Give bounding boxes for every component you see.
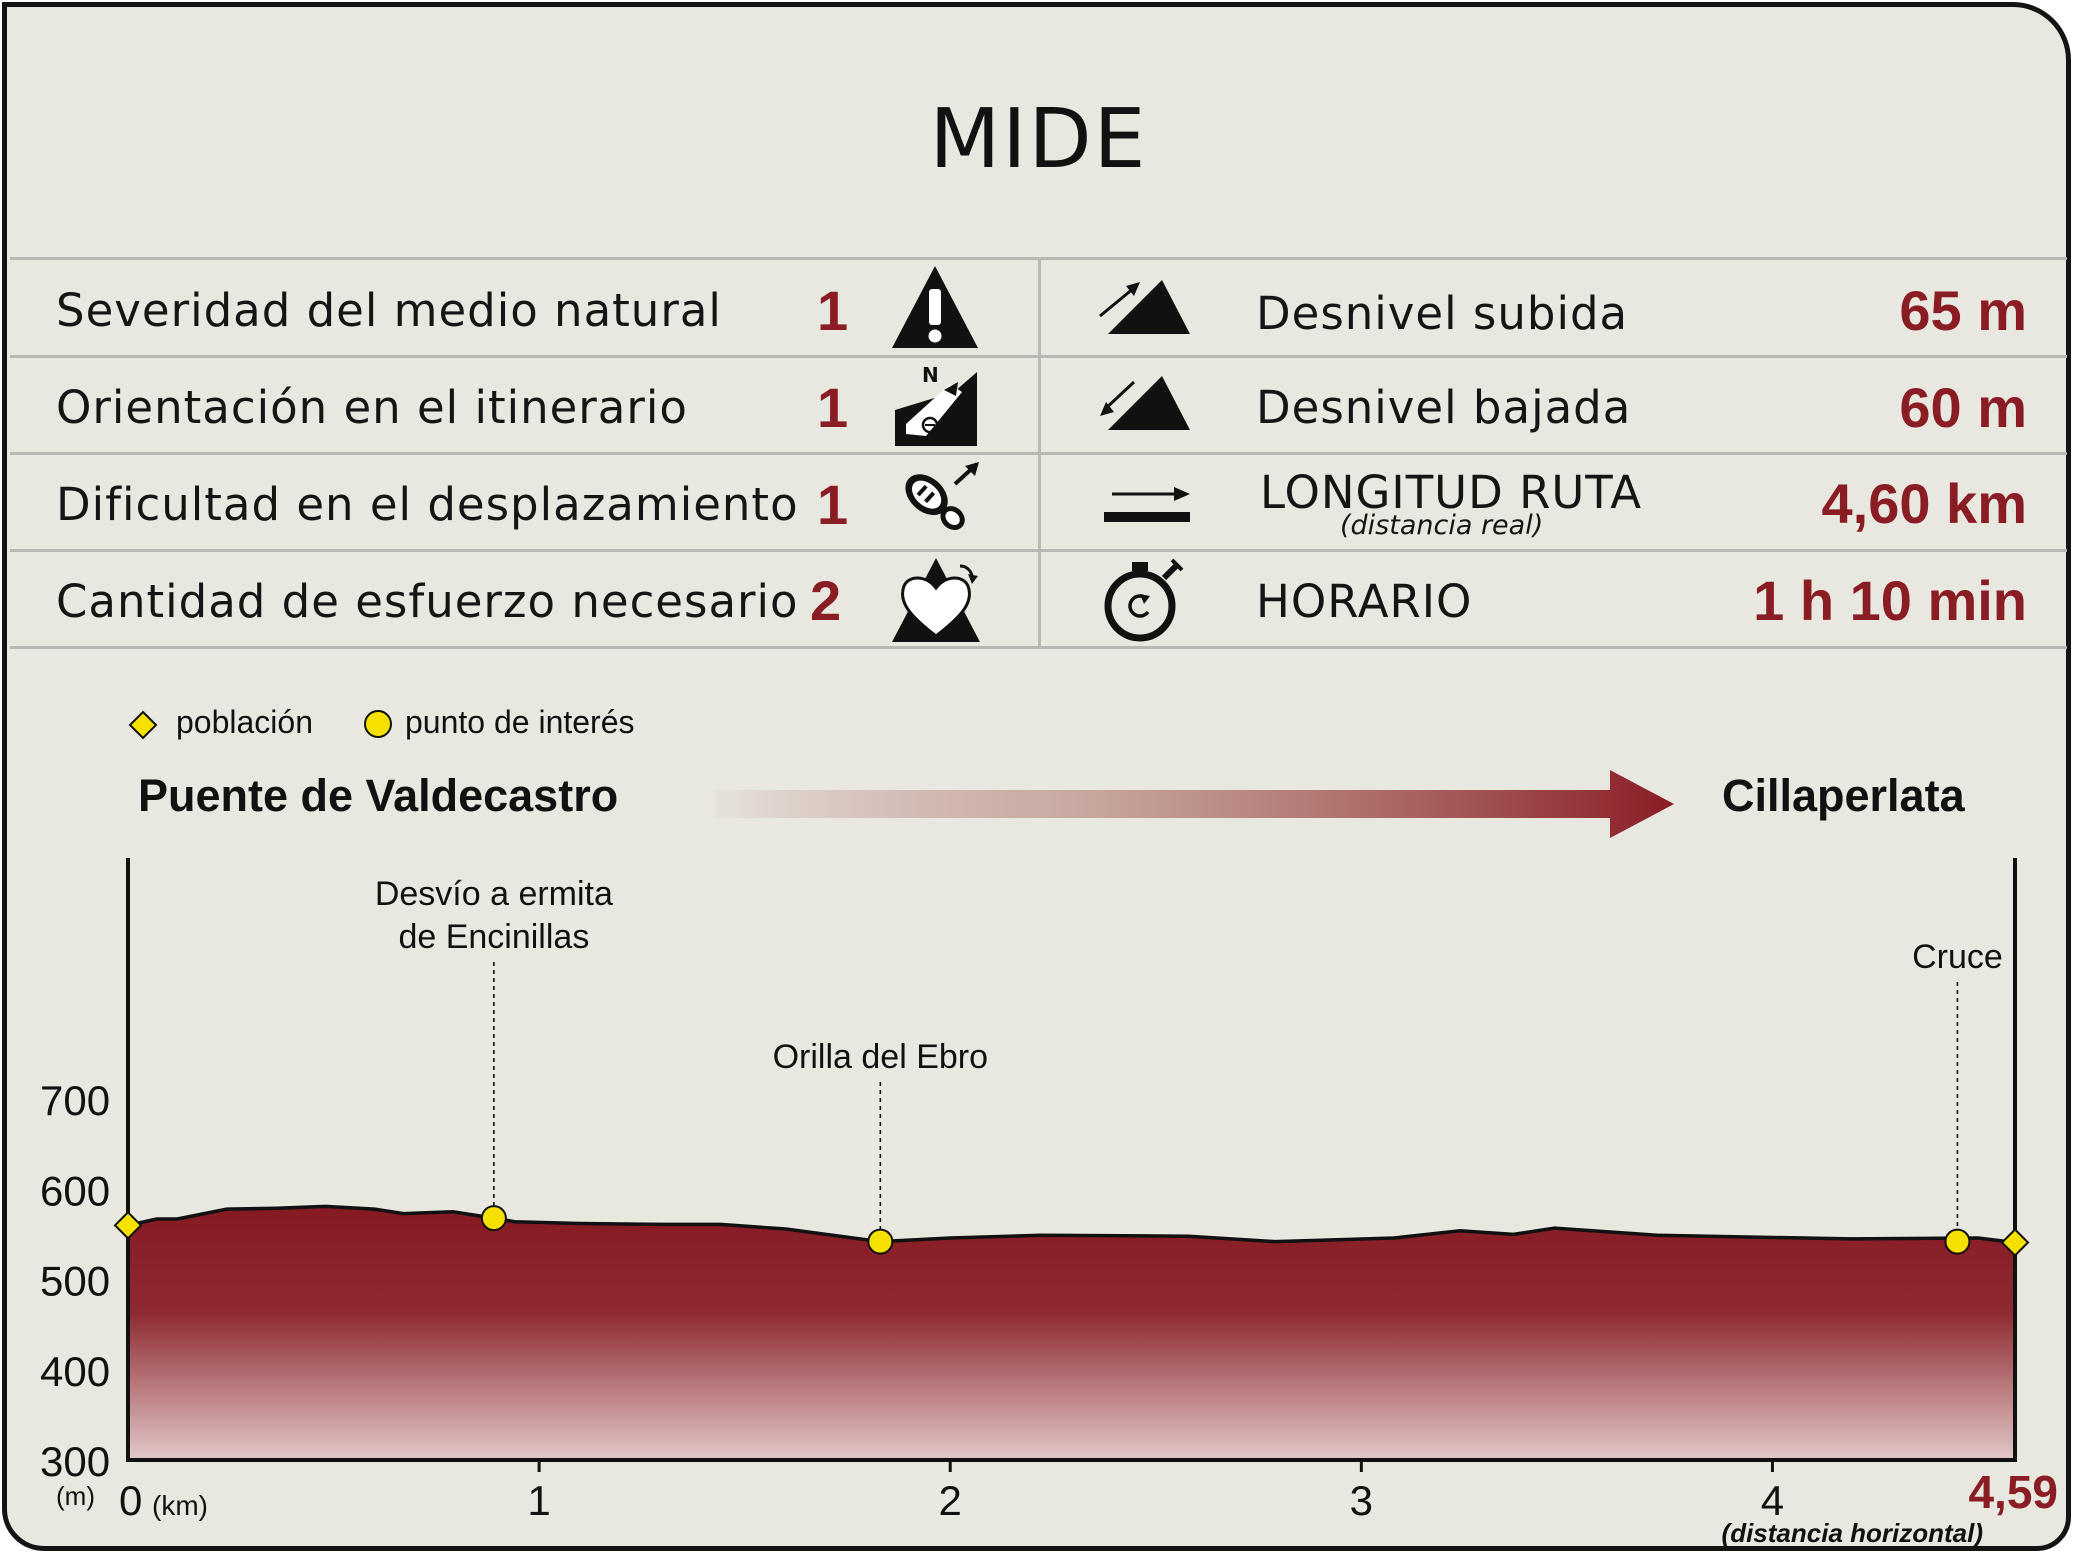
x-end-note: (distancia horizontal) — [1722, 1518, 1983, 1548]
x-tick-label: 4 — [1761, 1477, 1784, 1524]
table-column-divider — [1038, 258, 1041, 648]
route-start: Puente de Valdecastro — [138, 770, 619, 821]
mide-label-orientacion: Orientación en el itinerario — [56, 381, 688, 434]
x-tick-label: 3 — [1350, 1477, 1373, 1524]
elevation-line — [127, 1204, 2016, 1245]
poi-marker — [1944, 1228, 1971, 1255]
stat-label-bajada: Desnivel bajada — [1256, 381, 1632, 434]
x-tick-label: 1 — [527, 1477, 550, 1524]
poi-label: de Encinillas — [398, 918, 589, 956]
mide-value-severidad: 1 — [817, 279, 849, 342]
orientation-sign-icon: N — [895, 363, 977, 446]
stat-sublabel-longitud: (distancia real) — [1340, 510, 1544, 541]
stat-value-bajada: 60 m — [1899, 376, 2027, 439]
y-tick-label: 400 — [40, 1348, 110, 1395]
x-tick-label: 0 — [119, 1477, 142, 1524]
stat-value-subida: 65 m — [1899, 279, 2027, 342]
mide-label-dificultad: Dificultad en el desplazamiento — [56, 478, 799, 531]
ascent-icon — [1099, 280, 1190, 334]
footprint-icon — [905, 462, 979, 530]
poi-marker — [480, 1205, 507, 1232]
elevation-area — [128, 1206, 2015, 1460]
town-marker — [113, 1210, 143, 1240]
x-axis-unit: (km) — [152, 1490, 208, 1521]
legend-poi-label: punto de interés — [405, 704, 635, 740]
descent-icon — [1100, 376, 1190, 430]
distance-arrow-icon — [1104, 487, 1190, 522]
legend-town-label: población — [176, 704, 313, 740]
heart-mountain-icon — [892, 558, 980, 642]
poi-label: Desvío a ermita — [375, 875, 613, 913]
stat-value-horario: 1 h 10 min — [1753, 569, 2027, 632]
x-tick-label: 2 — [939, 1477, 962, 1524]
town-marker-legend — [128, 710, 158, 740]
y-tick-label: 500 — [40, 1258, 110, 1305]
poi-marker — [867, 1228, 894, 1255]
y-tick-label: 300 — [40, 1438, 110, 1485]
svg-text:N: N — [922, 363, 939, 387]
stat-value-longitud: 4,60 km — [1821, 472, 2028, 535]
mide-label-severidad: Severidad del medio natural — [56, 284, 722, 337]
direction-arrow-icon — [716, 770, 1674, 838]
warning-triangle-icon — [892, 266, 978, 348]
mide-value-orientacion: 1 — [817, 376, 849, 439]
x-end-label: 4,59 — [1968, 1466, 2058, 1518]
stat-label-subida: Desnivel subida — [1256, 287, 1629, 340]
y-tick-label: 700 — [40, 1077, 110, 1124]
poi-marker-legend — [364, 710, 392, 738]
stat-label-longitud: LONGITUD RUTA — [1260, 466, 1643, 519]
mide-value-dificultad: 1 — [817, 473, 849, 536]
mide-label-esfuerzo: Cantidad de esfuerzo necesario — [56, 575, 799, 628]
page-title: MIDE — [929, 92, 1148, 187]
y-tick-label: 600 — [40, 1167, 110, 1214]
mide-value-esfuerzo: 2 — [810, 569, 842, 632]
town-marker — [2000, 1228, 2030, 1257]
stat-label-horario: HORARIO — [1256, 575, 1473, 628]
route-end: Cillaperlata — [1722, 770, 1965, 821]
poi-label: Cruce — [1912, 938, 2003, 976]
stopwatch-icon — [1104, 558, 1184, 642]
poi-label: Orilla del Ebro — [773, 1038, 988, 1076]
y-axis-unit: (m) — [56, 1481, 95, 1511]
